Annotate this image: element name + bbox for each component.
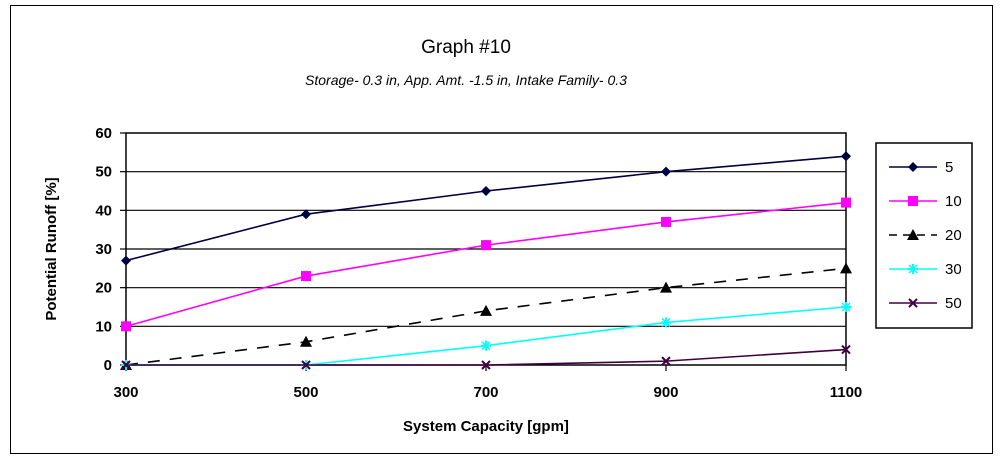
- y-tick-label: 0: [104, 357, 112, 374]
- y-axis-ticks: 0 10 20 30 40 50 60: [95, 125, 126, 374]
- legend-label: 20: [945, 227, 962, 244]
- data-point: [841, 344, 851, 355]
- data-point: [661, 166, 671, 177]
- data-point: [121, 321, 131, 332]
- data-point: [840, 262, 852, 274]
- x-tick-label: 500: [293, 384, 318, 401]
- x-tick-label: 900: [653, 384, 678, 401]
- legend-entry-50: 50: [889, 295, 962, 312]
- series-10: [121, 197, 851, 332]
- legend-entry-10: 10: [889, 193, 962, 210]
- legend-label: 10: [945, 193, 962, 210]
- legend-entry-5: 5: [889, 159, 953, 176]
- x-axis-label: System Capacity [gpm]: [403, 418, 569, 435]
- line-chart: Graph #10 Storage- 0.3 in, App. Amt. -1.…: [43, 37, 973, 435]
- data-point: [481, 340, 491, 351]
- data-point: [661, 216, 671, 227]
- data-point: [661, 317, 671, 328]
- legend-label: 50: [945, 295, 962, 312]
- chart-title: Graph #10: [421, 37, 511, 58]
- series-50: [121, 344, 851, 370]
- series-lines: [120, 151, 852, 370]
- x-tick-label: 700: [473, 384, 498, 401]
- chart-subtitle: Storage- 0.3 in, App. Amt. -1.5 in, Inta…: [305, 72, 627, 88]
- legend-marker: [908, 196, 918, 206]
- legend-marker: [908, 162, 918, 172]
- legend-marker: [907, 229, 919, 240]
- data-point: [300, 335, 312, 347]
- x-tick-label: 300: [113, 384, 138, 401]
- data-point: [660, 281, 672, 293]
- legend-entry-20: 20: [889, 227, 962, 244]
- y-tick-label: 40: [95, 202, 112, 219]
- chart-frame: Graph #10 Storage- 0.3 in, App. Amt. -1.…: [10, 5, 993, 454]
- legend-marker: [908, 298, 918, 308]
- data-point: [301, 209, 311, 220]
- y-tick-label: 50: [95, 164, 112, 181]
- data-point: [481, 360, 491, 370]
- y-tick-label: 20: [95, 280, 112, 297]
- series-line-20: [125, 267, 847, 366]
- series-line-50: [126, 348, 847, 366]
- data-point: [301, 360, 311, 370]
- data-point: [841, 197, 851, 208]
- data-point: [481, 186, 491, 196]
- x-tick-label: 1100: [830, 384, 863, 401]
- legend-marker: [908, 264, 918, 274]
- legend-label: 5: [945, 159, 953, 176]
- data-point: [121, 255, 131, 266]
- y-axis-label: Potential Runoff [%]: [43, 177, 60, 320]
- y-tick-label: 60: [95, 125, 112, 142]
- series-5: [121, 151, 851, 266]
- data-point: [481, 240, 491, 251]
- data-point: [841, 302, 851, 312]
- data-point: [121, 360, 131, 370]
- y-tick-label: 10: [95, 318, 112, 335]
- data-point: [841, 151, 851, 162]
- legend-entry-30: 30: [889, 261, 962, 278]
- legend-label: 30: [945, 261, 962, 278]
- data-point: [661, 356, 671, 366]
- x-axis-ticks: 300 500 700 900 1100: [113, 365, 862, 401]
- data-point: [480, 304, 492, 316]
- y-tick-label: 30: [95, 241, 112, 258]
- data-point: [301, 271, 311, 282]
- legend: 5 10 20 30 50: [889, 159, 962, 312]
